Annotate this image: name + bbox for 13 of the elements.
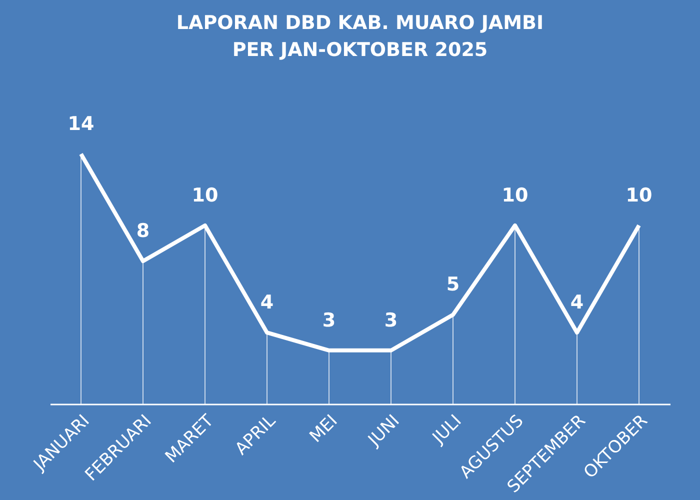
data-label: 3 bbox=[322, 309, 336, 332]
data-label: 10 bbox=[502, 184, 528, 206]
chart-title: LAPORAN DBD KAB. MUARO JAMBI bbox=[176, 12, 544, 34]
x-tick-label: MEI bbox=[306, 411, 342, 447]
data-label: 3 bbox=[384, 309, 398, 332]
data-label: 4 bbox=[570, 292, 584, 314]
data-label: 10 bbox=[192, 184, 218, 206]
data-label: 14 bbox=[68, 113, 94, 135]
data-label: 10 bbox=[626, 184, 652, 206]
data-label: 5 bbox=[446, 274, 460, 296]
data-label: 4 bbox=[260, 292, 274, 314]
chart-subtitle: PER JAN-OKTOBER 2025 bbox=[232, 39, 488, 61]
data-label: 8 bbox=[136, 220, 150, 242]
